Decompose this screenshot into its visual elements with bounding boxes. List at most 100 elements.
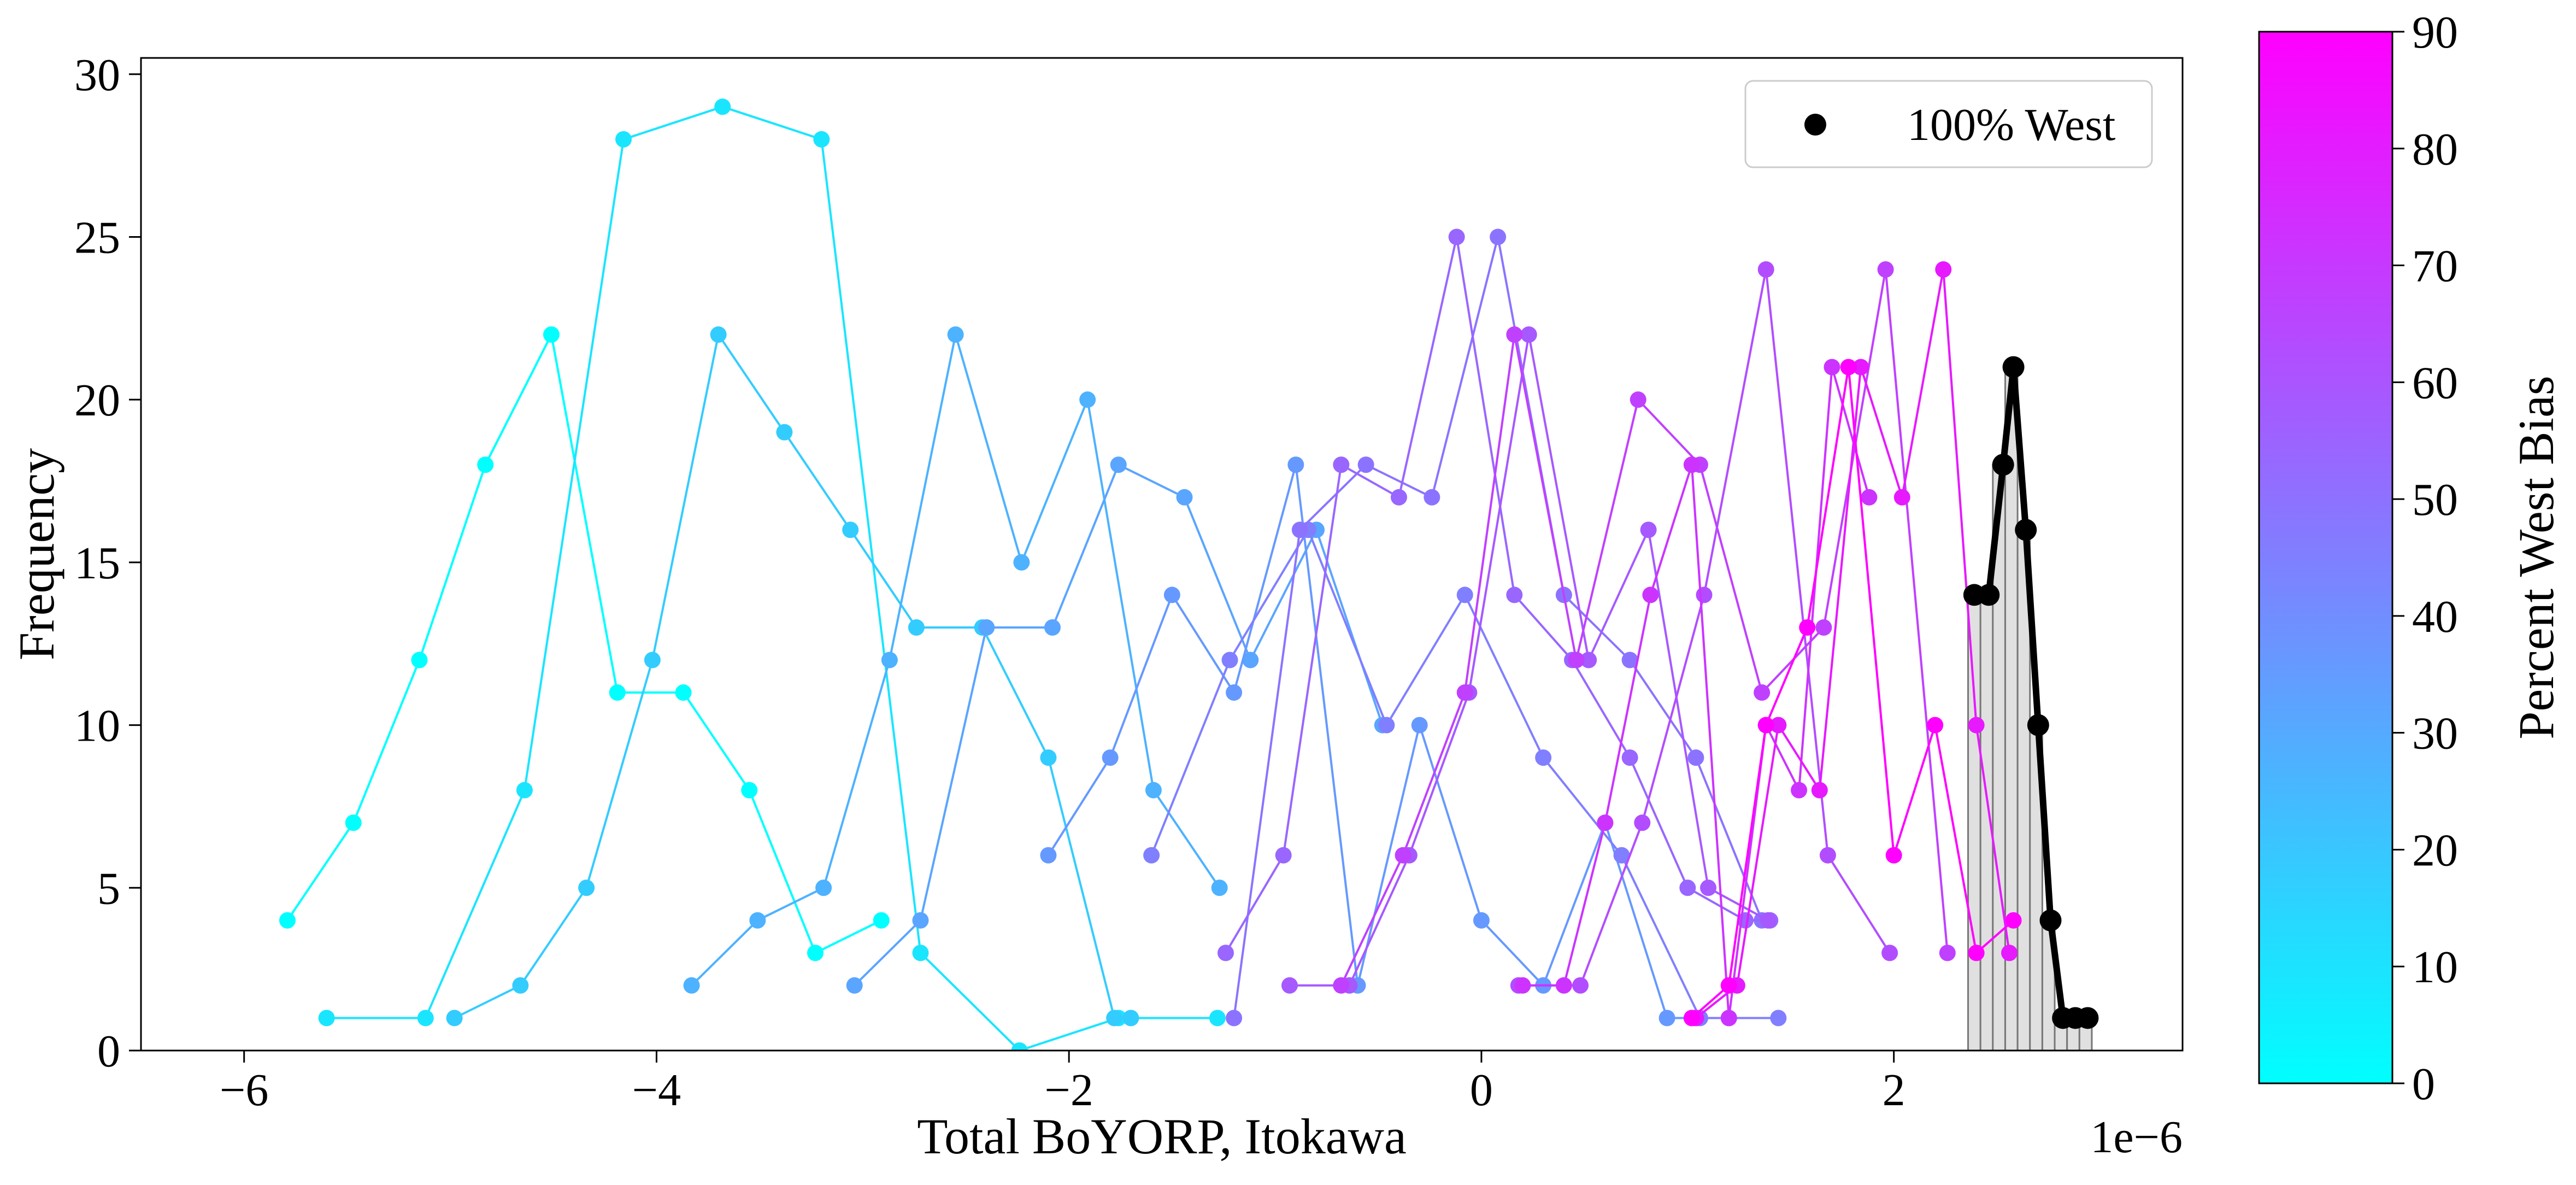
data-point-75-7 [1754, 684, 1771, 701]
data-point-50-8 [1770, 1010, 1787, 1026]
data-point-80-2 [1597, 814, 1614, 831]
legend-marker-100-west [1804, 114, 1826, 136]
x-tick-label-1: −4 [632, 1065, 681, 1116]
data-point-90-2 [1757, 717, 1774, 734]
colorbar-tick-label-9: 90 [2412, 7, 2458, 58]
colorbar-tick-label-7: 70 [2412, 241, 2458, 292]
data-point-60-8 [1679, 879, 1696, 896]
data-point-0-1 [345, 814, 362, 831]
data-point-10-6 [912, 945, 929, 961]
data-point-30-4 [947, 326, 964, 343]
data-point-10-7 [1011, 1042, 1028, 1051]
colorbar-ticks: 0 10 20 30 40 50 60 70 80 90 [2392, 7, 2458, 1110]
data-point-0-8 [807, 945, 824, 961]
data-point-100-3 [2002, 356, 2025, 378]
data-point-50-6 [1613, 847, 1630, 864]
data-point-90-6 [1927, 717, 1944, 734]
data-point-75-0 [1333, 977, 1350, 994]
data-point-85-2 [1770, 717, 1787, 734]
histogram-bar-0 [1967, 594, 1981, 1051]
data-point-90-0 [1683, 1010, 1700, 1026]
data-point-85-5 [1893, 489, 1910, 506]
data-point-65-4 [1520, 326, 1537, 343]
data-point-90-1 [1720, 977, 1737, 994]
y-axis-label: Frequency [9, 448, 64, 660]
data-point-70-1 [1572, 977, 1589, 994]
data-point-70-4 [1757, 261, 1774, 278]
data-point-0-6 [675, 684, 692, 701]
legend-box [1744, 80, 2153, 168]
colorbar-gradient [2258, 31, 2393, 1084]
series-90-percent [1683, 359, 2022, 1026]
y-tick-label-2: 10 [74, 701, 120, 752]
data-point-100-9 [2077, 1007, 2099, 1029]
data-point-30-3 [881, 652, 898, 668]
series-75-percent [1333, 261, 1956, 994]
series-65-percent [1281, 326, 1777, 994]
colorbar-label: Percent West Bias [2508, 376, 2564, 739]
data-point-35-0 [846, 977, 863, 994]
data-point-55-4 [1490, 228, 1507, 245]
colorbar-tick-label-0: 0 [2412, 1059, 2435, 1110]
data-point-80-8 [1824, 359, 1840, 376]
y-tick-label-6: 30 [74, 50, 120, 101]
data-point-10-3 [615, 131, 632, 148]
data-point-0-3 [477, 456, 494, 473]
series-line-20 [454, 333, 1131, 1019]
x-tick-label-0: −6 [220, 1065, 268, 1116]
data-point-80-3 [1642, 586, 1659, 603]
data-point-75-5 [1630, 391, 1646, 408]
data-point-80-4 [1683, 456, 1700, 473]
data-point-85-4 [1852, 359, 1869, 376]
colorbar-tick-label-5: 50 [2412, 474, 2458, 525]
data-point-20-5 [776, 424, 793, 441]
data-point-85-7 [1968, 717, 1985, 734]
data-point-100-5 [2027, 714, 2049, 736]
colorbar-tick-label-4: 40 [2412, 591, 2458, 642]
data-point-100-1 [1978, 584, 2000, 606]
data-point-10-1 [417, 1010, 434, 1026]
data-point-65-7 [1700, 879, 1717, 896]
data-point-30-0 [683, 977, 700, 994]
data-point-20-9 [1040, 749, 1057, 766]
data-point-55-7 [1687, 749, 1704, 766]
legend-label-100-west: 100% West [1907, 99, 2115, 150]
data-point-40-1 [1102, 749, 1119, 766]
data-point-35-6 [1242, 652, 1259, 668]
data-point-50-0 [1143, 847, 1160, 864]
data-point-10-9 [1209, 1010, 1226, 1026]
data-point-90-8 [2005, 912, 2022, 929]
data-point-30-6 [1079, 391, 1096, 408]
data-point-85-8 [2001, 945, 2018, 961]
data-point-50-4 [1456, 586, 1473, 603]
data-point-50-5 [1535, 749, 1552, 766]
data-point-40-6 [1411, 717, 1428, 734]
x-axis-ticks: −6 −4 −2 0 2 [220, 1051, 1905, 1116]
data-point-90-5 [1885, 847, 1902, 864]
series-line-0 [286, 333, 882, 954]
data-point-40-3 [1226, 684, 1243, 701]
data-point-60-1 [1275, 847, 1292, 864]
data-point-50-3 [1378, 717, 1395, 734]
series-70-percent [1510, 261, 1898, 994]
data-point-40-4 [1287, 456, 1304, 473]
data-point-20-3 [644, 652, 661, 668]
data-point-80-7 [1791, 782, 1808, 799]
data-point-0-9 [873, 912, 890, 929]
data-point-10-0 [318, 1010, 335, 1026]
data-point-30-7 [1145, 782, 1162, 799]
data-point-60-7 [1621, 749, 1638, 766]
colorbar-tick-label-8: 80 [2412, 124, 2458, 175]
data-point-75-4 [1568, 652, 1585, 668]
data-point-20-0 [446, 1010, 463, 1026]
y-tick-label-0: 0 [97, 1026, 120, 1077]
x-tick-label-2: −2 [1044, 1065, 1093, 1116]
data-point-80-9 [1861, 489, 1878, 506]
data-point-0-0 [279, 912, 296, 929]
data-point-100-2 [1992, 454, 2014, 476]
data-point-35-1 [912, 912, 929, 929]
data-point-10-4 [714, 98, 731, 115]
data-point-75-3 [1506, 326, 1523, 343]
data-point-55-2 [1357, 456, 1374, 473]
